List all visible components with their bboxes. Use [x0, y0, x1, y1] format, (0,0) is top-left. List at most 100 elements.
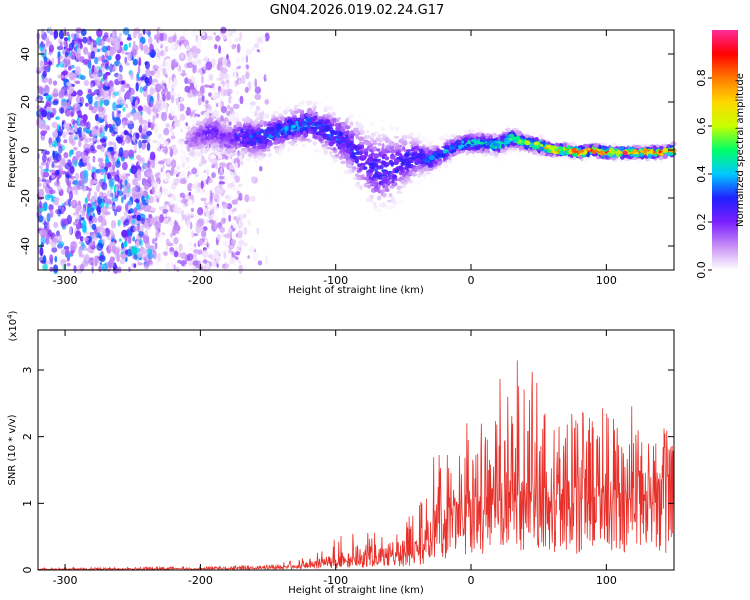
noise-dot: [241, 229, 249, 234]
noise-dot: [51, 161, 55, 168]
noise-dot: [202, 259, 208, 264]
noise-dot: [109, 49, 114, 57]
noise-dot: [171, 50, 178, 56]
noise-dot: [231, 199, 239, 205]
noise-dot: [128, 86, 132, 94]
noise-dot: [115, 186, 118, 195]
noise-dot: [166, 158, 171, 166]
ridge-dot: [363, 182, 368, 188]
ridge-dot: [358, 151, 363, 156]
noise-dot: [89, 207, 95, 213]
ridge-dot: [357, 113, 364, 117]
ridge-dot: [668, 145, 674, 148]
noise-dot: [238, 192, 243, 201]
noise-dot: [152, 238, 155, 245]
noise-dot: [80, 158, 83, 162]
noise-dot: [204, 191, 209, 196]
noise-dot: [205, 61, 213, 71]
noise-dot: [48, 59, 52, 68]
noise-dot: [141, 195, 145, 203]
noise-dot: [79, 206, 86, 214]
noise-dot: [65, 177, 69, 184]
noise-dot: [36, 105, 41, 110]
noise-dot: [247, 81, 252, 91]
ridge-dot: [399, 153, 403, 159]
noise-dot: [83, 46, 88, 55]
ridge-dot: [246, 155, 251, 162]
noise-dot: [222, 201, 229, 209]
noise-dot: [161, 90, 166, 97]
noise-dot: [252, 252, 259, 262]
noise-dot: [147, 252, 154, 260]
ridge-dot: [249, 134, 254, 138]
noise-dot: [47, 184, 50, 188]
ridge-dot: [326, 146, 332, 150]
noise-dot: [94, 96, 102, 101]
noise-dot: [222, 240, 228, 247]
noise-dot: [96, 184, 100, 193]
noise-dot: [207, 254, 213, 259]
noise-dot: [174, 224, 181, 232]
noise-dot: [256, 227, 259, 235]
noise-dot: [86, 193, 90, 202]
noise-dot: [237, 220, 244, 230]
noise-dot: [236, 43, 241, 53]
ridge-dot: [413, 180, 417, 186]
ridge-dot: [412, 153, 417, 156]
noise-dot: [56, 63, 59, 68]
noise-dot: [144, 61, 148, 66]
noise-dot: [234, 63, 239, 68]
noise-dot: [116, 99, 120, 106]
noise-dot: [245, 160, 250, 169]
noise-dot: [179, 113, 186, 121]
noise-dot: [175, 195, 181, 203]
noise-dot: [79, 96, 85, 105]
noise-dot: [227, 31, 230, 36]
noise-dot: [84, 137, 92, 143]
ridge-dot: [373, 162, 377, 167]
noise-dot: [88, 106, 94, 111]
ridge-dot: [384, 156, 390, 161]
ridge-dot: [625, 146, 629, 150]
noise-dot: [244, 194, 250, 203]
noise-dot: [155, 99, 162, 108]
noise-dot: [174, 245, 178, 251]
noise-dot: [59, 167, 63, 175]
noise-dot: [113, 91, 119, 97]
noise-dot: [211, 208, 215, 215]
noise-dot: [191, 230, 194, 239]
ridge-dot: [392, 174, 398, 179]
noise-dot: [127, 200, 131, 206]
noise-dot: [119, 32, 122, 38]
ridge-dot: [217, 146, 221, 151]
ridge-dot: [363, 148, 369, 152]
noise-dot: [82, 157, 88, 164]
noise-dot: [211, 172, 216, 179]
noise-dot: [205, 210, 210, 218]
noise-dot: [90, 137, 98, 142]
noise-dot: [241, 56, 245, 63]
ridge-dot: [207, 118, 212, 124]
noise-dot: [239, 95, 244, 105]
noise-dot: [91, 157, 96, 162]
noise-dot: [121, 80, 125, 85]
noise-dot: [225, 79, 230, 84]
noise-dot: [101, 45, 108, 53]
noise-dot: [124, 203, 129, 212]
noise-dot: [40, 235, 46, 245]
ridge-dot: [437, 169, 442, 173]
noise-dot: [108, 205, 112, 210]
noise-dot: [228, 121, 232, 126]
ridge-dot: [272, 111, 279, 114]
noise-dot: [103, 73, 108, 80]
noise-dot: [117, 219, 121, 227]
noise-dot: [98, 162, 105, 168]
noise-dot: [45, 40, 53, 47]
noise-dot: [205, 265, 212, 271]
noise-dot: [203, 55, 209, 62]
ridge-dot: [355, 133, 359, 140]
noise-dot: [66, 262, 71, 267]
noise-dot: [168, 42, 176, 51]
noise-dot: [106, 235, 112, 241]
noise-dot: [95, 114, 99, 122]
